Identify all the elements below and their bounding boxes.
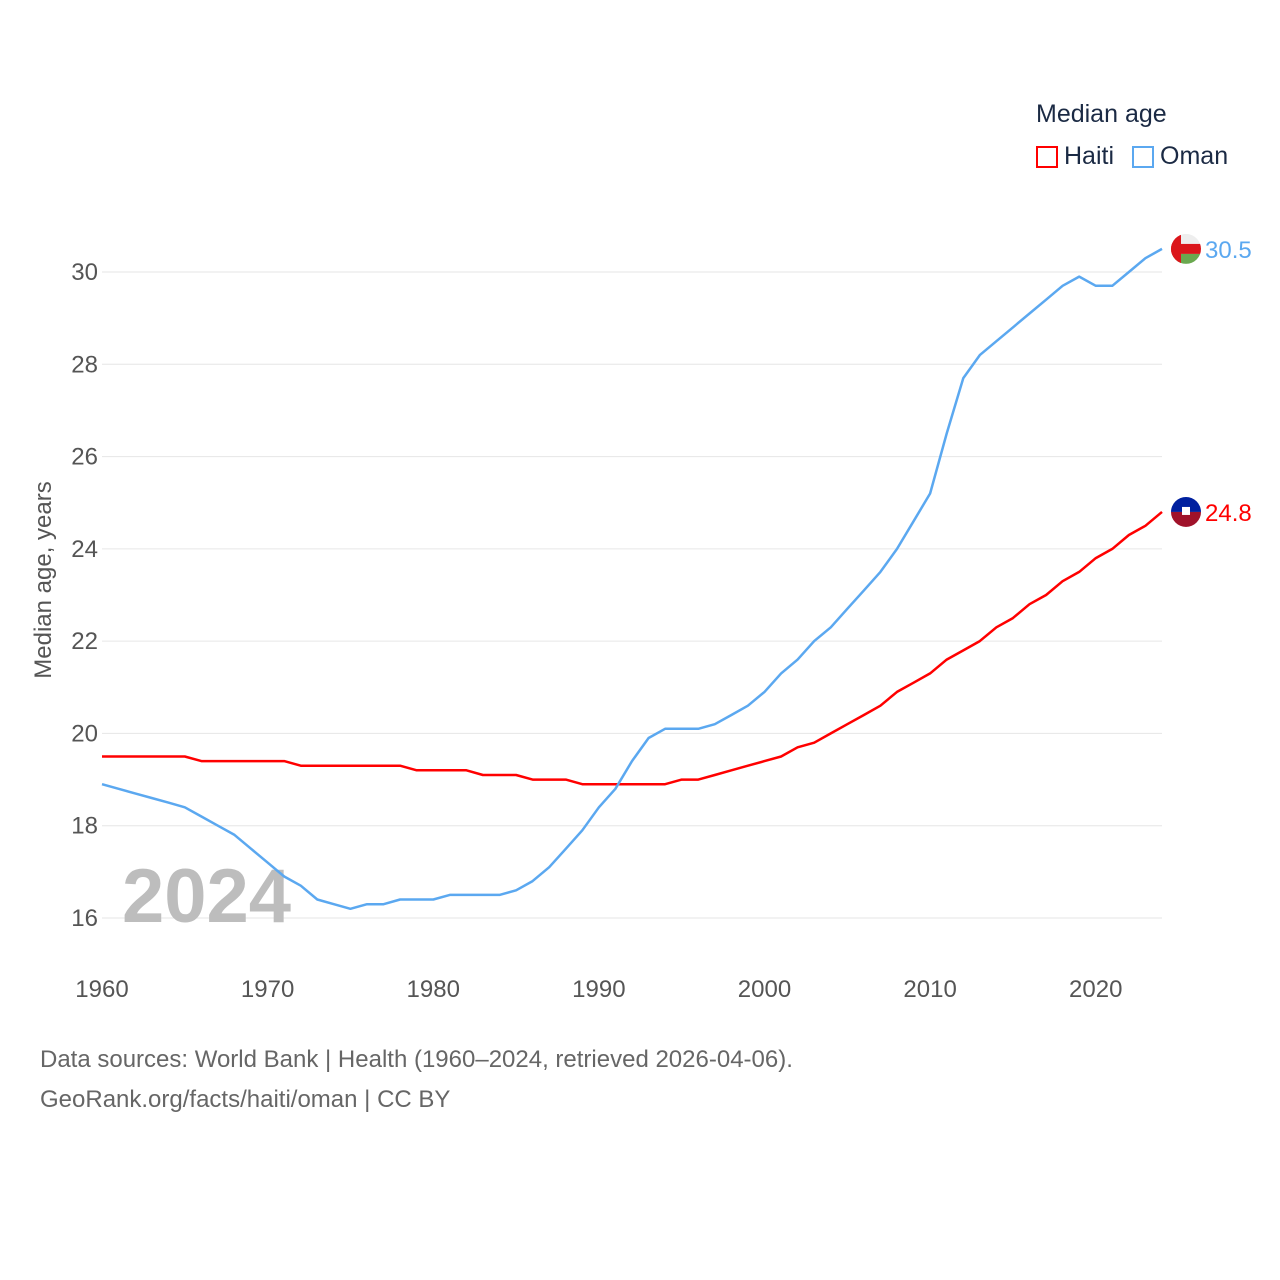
y-tick-label: 22 — [71, 628, 98, 655]
legend-label: Haiti — [1064, 142, 1115, 170]
y-tick-label: 16 — [71, 905, 98, 932]
y-axis-label: Median age, years — [30, 481, 57, 678]
end-value-label-oman: 30.5 — [1205, 237, 1252, 264]
x-tick-label: 1970 — [241, 976, 294, 1003]
flag-icon-oman — [1171, 233, 1201, 264]
y-tick-label: 28 — [71, 351, 98, 378]
y-tick-label: 24 — [71, 536, 98, 563]
end-value-label-haiti: 24.8 — [1205, 500, 1252, 527]
x-tick-label: 1960 — [75, 976, 128, 1003]
flag-icon-haiti — [1171, 496, 1201, 527]
source-text: Data sources: World Bank | Health (1960–… — [40, 1046, 793, 1073]
x-tick-label: 2020 — [1069, 976, 1122, 1003]
legend-swatch-oman — [1132, 145, 1155, 168]
x-tick-label: 2000 — [738, 976, 791, 1003]
series-line-oman — [101, 247, 1163, 911]
legend-item-haiti[interactable]: Haiti — [1036, 142, 1114, 171]
y-tick-label: 18 — [71, 813, 98, 840]
year-watermark: 2024 — [122, 854, 291, 939]
legend-swatch-haiti — [1036, 145, 1058, 168]
y-tick-label: 20 — [71, 720, 98, 747]
source-link[interactable]: GeoRank.org/facts/haiti/oman | CC BY — [40, 1086, 451, 1113]
x-tick-label: 2010 — [903, 976, 956, 1003]
legend-label: Oman — [1160, 142, 1229, 170]
y-tick-label: 26 — [71, 444, 98, 471]
y-tick-label: 30 — [71, 259, 98, 286]
x-tick-label: 1980 — [407, 976, 460, 1003]
legend-title: Median age — [1036, 100, 1167, 128]
legend-item-oman[interactable]: Oman — [1132, 142, 1228, 171]
legend: Haiti Oman — [1036, 142, 1228, 171]
series-line-haiti — [102, 510, 1163, 786]
x-tick-label: 1990 — [572, 976, 625, 1003]
